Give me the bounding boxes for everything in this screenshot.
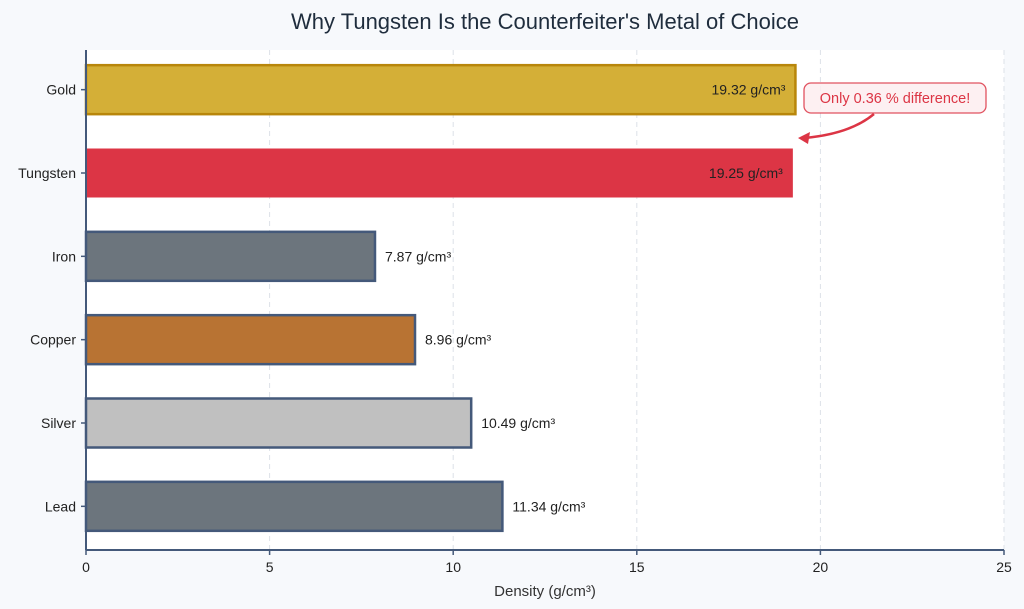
value-label: 8.96 g/cm³ <box>425 332 491 348</box>
y-tick-label: Silver <box>41 415 76 431</box>
x-tick-label: 20 <box>813 559 829 575</box>
annotation-text: Only 0.36 % difference! <box>820 91 970 107</box>
value-label: 7.87 g/cm³ <box>385 248 451 264</box>
y-tick-label: Iron <box>52 248 76 264</box>
bar-iron <box>84 230 377 283</box>
value-label: 19.25 g/cm³ <box>709 165 783 181</box>
bar-lead <box>84 480 504 533</box>
bar-tungsten <box>86 148 793 198</box>
y-tick-label: Lead <box>45 498 76 514</box>
y-tick-label: Copper <box>30 332 76 348</box>
annotation-box <box>803 82 987 114</box>
bar-silver <box>84 397 473 449</box>
annotation: Only 0.36 % difference! <box>798 82 987 144</box>
annotation-arrowhead <box>798 132 810 144</box>
x-tick-label: 0 <box>82 559 90 575</box>
chart-title: Why Tungsten Is the Counterfeiter's Meta… <box>291 9 799 34</box>
x-tick-label: 5 <box>266 559 274 575</box>
bar-gold <box>84 63 797 116</box>
x-tick-label: 10 <box>445 559 461 575</box>
x-axis-label: Density (g/cm³) <box>494 583 596 600</box>
x-tick-label: 15 <box>629 559 645 575</box>
value-label: 11.34 g/cm³ <box>512 498 585 514</box>
y-tick-label: Gold <box>46 82 76 98</box>
y-tick-label: Tungsten <box>18 165 76 181</box>
value-label: 10.49 g/cm³ <box>481 415 555 431</box>
annotation-arrow <box>803 113 875 140</box>
plot-area <box>86 50 1004 550</box>
bar-copper <box>84 313 417 366</box>
x-tick-label: 25 <box>996 559 1012 575</box>
value-label: 19.32 g/cm³ <box>711 82 785 98</box>
